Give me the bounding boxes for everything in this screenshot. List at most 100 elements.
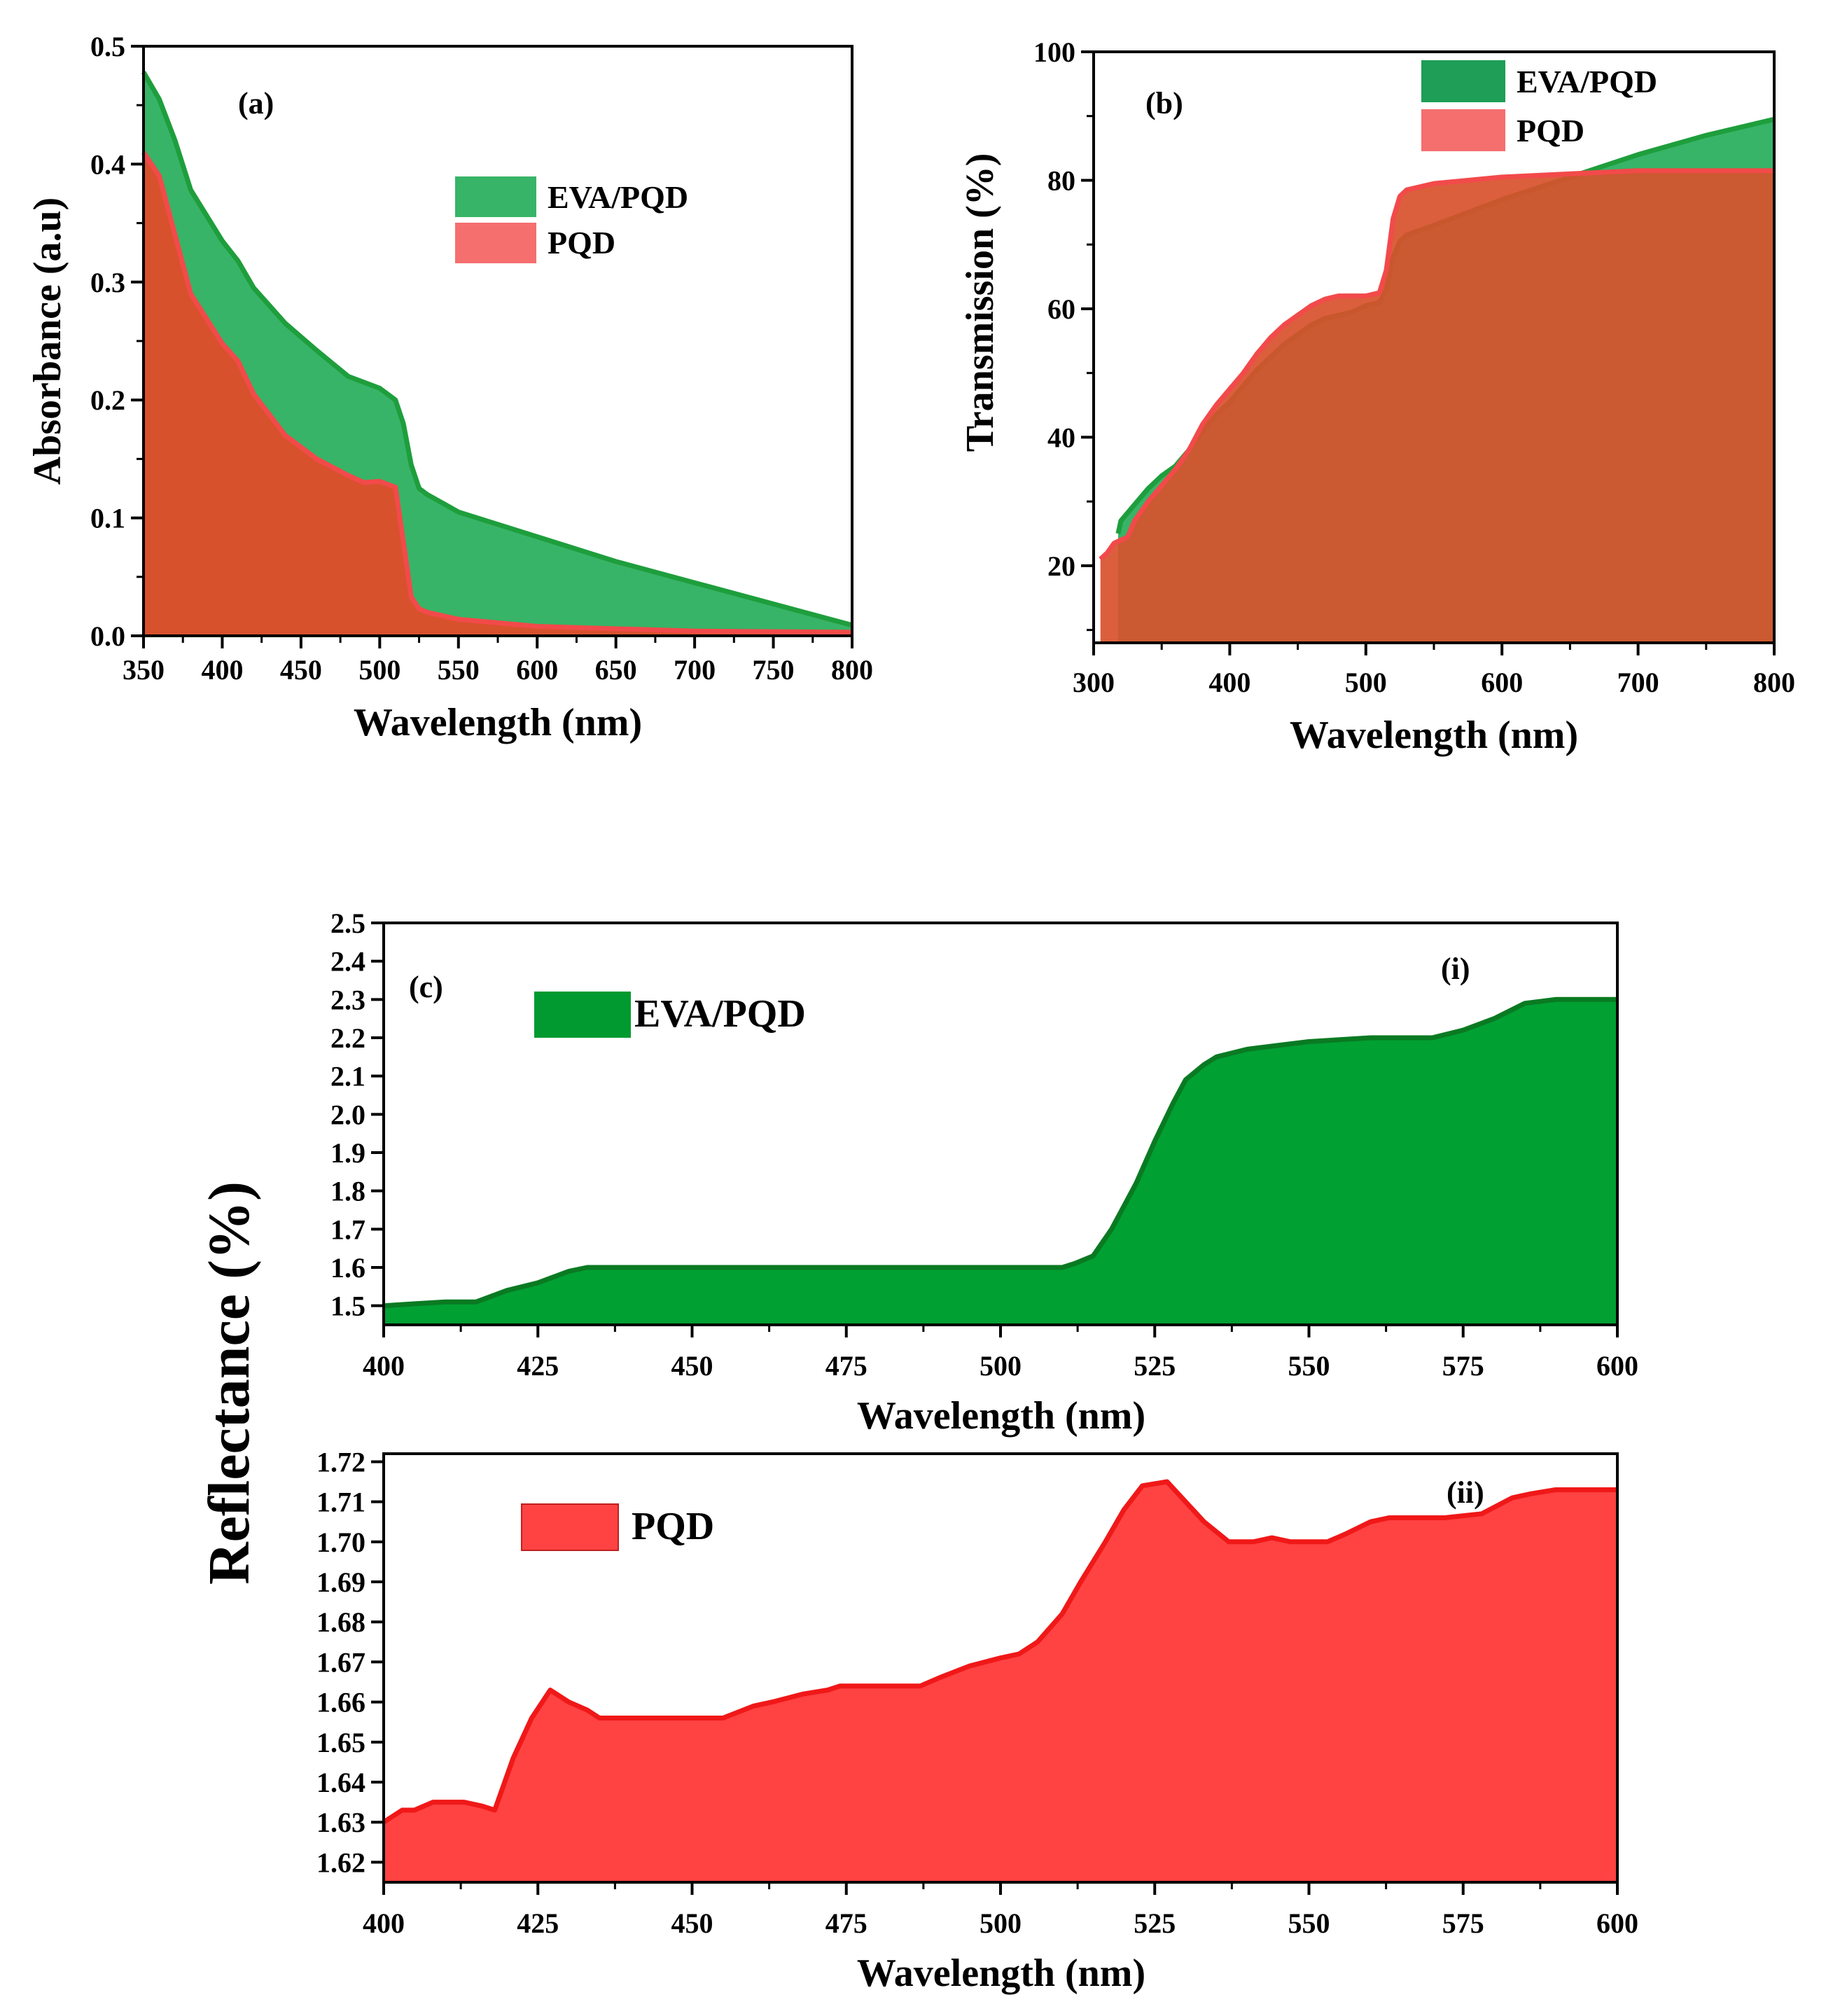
panel-b-ylabel: Transmission (%) [959,153,1002,452]
x-tick-label: 450 [671,1350,713,1382]
y-tick-label: 0.4 [90,148,125,180]
y-tick-label: 20 [1047,550,1075,582]
x-tick-label: 450 [671,1907,713,1939]
x-tick-label: 500 [1345,667,1387,698]
y-tick-label: 2.0 [330,1099,365,1130]
x-tick-label: 450 [280,654,322,686]
series-line-eva-pqd [141,71,853,628]
x-tick-label: 600 [516,654,558,686]
y-tick-label: 1.64 [316,1767,365,1798]
y-tick-label: 1.7 [330,1214,365,1245]
panel-b-legend-label-pqd: PQD [1517,113,1584,148]
y-tick-label: 2.4 [330,946,365,978]
panel-c-ii-xlabel: Wavelength (nm) [857,1952,1145,1995]
x-tick-label: 550 [1288,1907,1330,1939]
x-tick-label: 650 [595,654,637,686]
panel-c-i-tag: (i) [1441,952,1470,986]
series-area-pqd [384,1482,1617,1882]
x-tick-label: 400 [1208,667,1250,698]
x-tick-label: 400 [201,654,243,686]
panel-c-ii-ticks: 400 425 450 475 500 525 550 575 600 1.62 1.63 1.64 1… [316,1446,1638,1939]
y-tick-label: 100 [1033,36,1075,68]
y-tick-label: 0.5 [90,31,125,62]
panel-c-i-ticks: 400 425 450 475 500 525 550 575 600 1.5 1.6 1.7 1.8 1… [330,908,1638,1382]
x-tick-label: 500 [980,1907,1022,1939]
y-tick-label: 2.5 [330,908,365,939]
x-tick-label: 500 [358,654,400,686]
panel-b-xlabel: Wavelength (nm) [1290,714,1578,757]
panel-a-legend-swatch-eva [455,176,536,217]
panel-c-tag: (c) [409,970,443,1004]
y-tick-label: 1.9 [330,1137,365,1169]
panel-a-tag: (a) [238,86,274,120]
panel-a-legend-label-pqd: PQD [548,225,615,260]
series-line-eva-pqd [383,996,1617,1309]
panel-b-legend-label-eva: EVA/PQD [1517,64,1657,99]
panel-a-legend-swatch-pqd [455,223,536,263]
panel-c-ii-tag: (ii) [1447,1475,1484,1510]
x-tick-label: 350 [123,654,165,686]
y-tick-label: 1.71 [316,1487,365,1518]
y-tick-label: 1.72 [316,1446,365,1478]
y-tick-label: 1.8 [330,1176,365,1207]
x-tick-label: 600 [1596,1907,1638,1939]
y-tick-label: 1.65 [316,1727,365,1758]
x-tick-label: 400 [363,1907,405,1939]
y-tick-label: 2.1 [330,1061,365,1092]
x-tick-label: 750 [753,654,795,686]
y-tick-label: 2.3 [330,984,365,1015]
x-tick-label: 600 [1481,667,1523,698]
y-tick-label: 1.70 [316,1527,365,1558]
x-tick-label: 575 [1442,1907,1484,1939]
y-tick-label: 1.67 [316,1646,365,1678]
panel-b-ticks: 300 400 500 600 700 800 20 40 60 80 100 [1033,36,1795,698]
x-tick-label: 700 [674,654,716,686]
panel-a-absorbance-chart: 350 400 450 500 550 600 650 700 750 800 0.0 0.1 0.2 0… [26,31,873,744]
panel-c-shared-ylabel: Reflectance (%) [197,1181,262,1585]
panel-b-series [1099,116,1775,644]
series-line-pqd [382,1479,1617,1825]
x-tick-label: 600 [1596,1350,1638,1382]
panel-a-xlabel: Wavelength (nm) [354,701,642,744]
series-area-eva-pqd [384,999,1617,1325]
x-tick-label: 800 [831,654,873,686]
panel-c-ii-series [382,1479,1617,1882]
x-tick-label: 300 [1073,667,1115,698]
panel-b-legend-swatch-eva [1421,60,1505,102]
panel-b-tag: (b) [1145,86,1183,120]
x-tick-label: 500 [980,1350,1022,1382]
x-tick-label: 525 [1134,1907,1176,1939]
y-tick-label: 1.66 [316,1687,365,1718]
panel-c-ii-legend-label: PQD [632,1505,714,1548]
panel-a-ylabel: Absorbance (a.u) [26,197,69,485]
x-tick-label: 400 [363,1350,405,1382]
x-tick-label: 525 [1134,1350,1176,1382]
y-tick-label: 60 [1047,293,1075,325]
y-tick-label: 1.68 [316,1606,365,1638]
series-line-pqd [141,151,853,635]
series-line-pqd [1099,168,1774,562]
y-tick-label: 0.1 [90,503,125,534]
panel-a-ticks: 350 400 450 500 550 600 650 700 750 800 0.0 0.1 0.2 0… [90,31,873,686]
y-tick-label: 1.62 [316,1847,365,1878]
x-tick-label: 575 [1442,1350,1484,1382]
series-area-pqd [144,152,852,637]
panel-a-series [141,71,853,637]
y-tick-label: 1.63 [316,1807,365,1838]
x-tick-label: 475 [825,1350,867,1382]
y-tick-label: 0.2 [90,384,125,416]
panel-c-i-xlabel: Wavelength (nm) [857,1394,1145,1438]
panel-c-ii-legend-swatch [521,1503,619,1551]
panel-a-legend-label-eva: EVA/PQD [548,179,688,215]
series-area-pqd [1100,170,1774,643]
x-tick-label: 475 [825,1907,867,1939]
x-tick-label: 550 [1288,1350,1330,1382]
panel-c-ii-reflectance-pqd-chart: 400 425 450 475 500 525 550 575 600 1.62 1.63 1.64 1… [316,1446,1638,1995]
y-tick-label: 0.0 [90,620,125,652]
panel-b-transmission-chart: 300 400 500 600 700 800 20 40 60 80 100 (b) Wavele… [959,36,1795,757]
y-tick-label: 1.69 [316,1566,365,1598]
x-tick-label: 800 [1753,667,1795,698]
x-tick-label: 425 [517,1907,559,1939]
y-tick-label: 1.6 [330,1252,365,1284]
